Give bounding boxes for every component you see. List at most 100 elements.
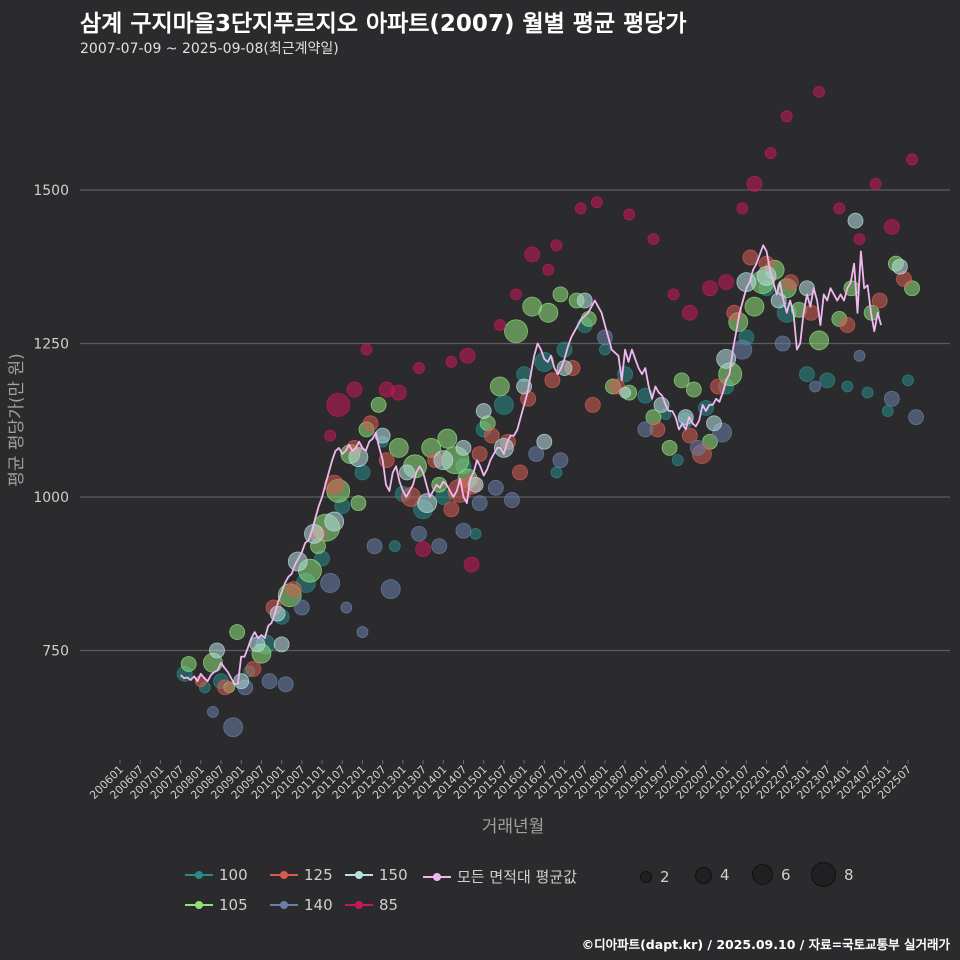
point-125-23 <box>681 427 698 444</box>
point-105-34 <box>744 296 765 317</box>
y-tick-1500: 1500 <box>33 183 69 199</box>
legend-swatch-125 <box>270 868 298 882</box>
average-line <box>180 244 882 686</box>
point-100-16 <box>493 394 514 415</box>
point-100-38 <box>469 527 482 540</box>
legend-item-105: 105 <box>185 896 248 914</box>
point-85-24 <box>780 110 793 123</box>
legend-size-label-4: 4 <box>720 866 730 884</box>
point-105-22 <box>552 286 569 303</box>
point-125-8 <box>362 415 379 432</box>
point-85-29 <box>883 218 900 235</box>
page-subtitle: 2007-07-09 ~ 2025-09-08(최근계약일) <box>80 41 339 57</box>
x-axis-label: 거래년월 <box>482 817 545 837</box>
point-100-33 <box>841 380 854 393</box>
point-85-0 <box>326 392 351 417</box>
point-85-32 <box>415 541 431 558</box>
point-140-14 <box>504 492 520 508</box>
legend-label-125: 125 <box>304 866 333 884</box>
point-150-31 <box>273 636 290 653</box>
point-85-15 <box>623 208 636 221</box>
point-125-25 <box>710 378 726 395</box>
point-105-24 <box>580 311 597 327</box>
point-140-18 <box>637 421 654 438</box>
point-85-8 <box>493 319 506 331</box>
x-tick-labels: 2006012006072007012007072008012008072009… <box>87 760 914 802</box>
point-125-26 <box>726 304 743 321</box>
point-140-22 <box>774 335 791 352</box>
legend-item-avg: 모든 면적대 평균값 <box>423 866 577 887</box>
point-85-21 <box>736 202 749 215</box>
legend-swatch-85 <box>345 898 373 912</box>
point-150-29 <box>847 212 864 229</box>
point-150-14 <box>475 403 492 419</box>
point-150-15 <box>493 437 514 458</box>
point-85-25 <box>813 85 825 98</box>
y-tick-750: 750 <box>42 644 69 660</box>
point-105-30 <box>685 381 702 398</box>
point-125-15 <box>483 427 500 444</box>
point-105-2 <box>229 624 246 640</box>
point-150-26 <box>756 266 777 286</box>
source-caption: ©디아파트(dapt.kr) / 2025.09.10 / 자료=국토교통부 실… <box>581 937 950 952</box>
point-105-0 <box>180 656 197 672</box>
point-100-40 <box>671 454 684 467</box>
point-140-12 <box>471 495 488 512</box>
point-85-31 <box>463 556 480 573</box>
point-140-13 <box>487 479 504 496</box>
point-100-21 <box>599 343 611 356</box>
point-150-19 <box>576 292 593 309</box>
legend-swatch-105 <box>185 898 213 912</box>
size-dot-4 <box>695 866 712 884</box>
y-axis-label: 평균 평당가(만 원) <box>7 353 27 487</box>
point-105-21 <box>538 302 559 323</box>
point-85-14 <box>590 196 603 209</box>
point-100-34 <box>861 386 874 399</box>
point-85-26 <box>833 202 846 215</box>
point-85-28 <box>869 177 882 190</box>
point-125-30 <box>803 304 819 321</box>
legend-label-100: 100 <box>219 866 248 884</box>
point-150-22 <box>677 409 694 426</box>
legend-label-105: 105 <box>219 896 248 914</box>
point-150-17 <box>536 433 553 450</box>
legend-swatch-avg <box>423 870 451 884</box>
point-105-19 <box>504 319 528 344</box>
point-140-11 <box>455 522 472 539</box>
point-105-10 <box>370 396 387 413</box>
point-140-0 <box>223 717 244 738</box>
size-dot-8 <box>811 862 836 887</box>
point-100-37 <box>388 540 401 553</box>
point-140-8 <box>380 579 401 599</box>
point-85-23 <box>764 147 777 160</box>
point-100-19 <box>556 341 573 358</box>
point-85-4 <box>390 384 407 401</box>
point-140-2 <box>261 673 278 690</box>
point-85-30 <box>906 153 918 166</box>
legend-item-150: 150 <box>345 866 408 884</box>
legend-item-100: 100 <box>185 866 248 884</box>
point-105-28 <box>661 439 678 456</box>
legend-size-6: 6 <box>752 864 791 885</box>
point-140-26 <box>908 409 924 426</box>
size-dot-6 <box>752 864 773 885</box>
point-150-13 <box>467 476 484 493</box>
point-150-10 <box>417 493 438 514</box>
legend-size-label-2: 2 <box>660 868 670 886</box>
point-140-24 <box>853 349 866 362</box>
legend-size-2: 2 <box>640 868 670 886</box>
point-140-16 <box>552 452 569 469</box>
point-85-7 <box>459 347 476 364</box>
point-125-12 <box>443 501 460 518</box>
point-85-17 <box>667 288 680 301</box>
point-85-10 <box>524 246 541 263</box>
legend-item-85: 85 <box>345 896 398 914</box>
y-tick-1000: 1000 <box>33 490 69 506</box>
point-150-20 <box>619 386 632 399</box>
point-140-27 <box>207 706 219 718</box>
point-85-9 <box>510 288 522 301</box>
page-title: 삼계 구지마을3단지푸르지오 아파트(2007) 월별 평균 평당가 <box>80 11 687 37</box>
legend-swatch-140 <box>270 898 298 912</box>
point-150-0 <box>209 642 225 659</box>
point-125-20 <box>584 396 601 413</box>
